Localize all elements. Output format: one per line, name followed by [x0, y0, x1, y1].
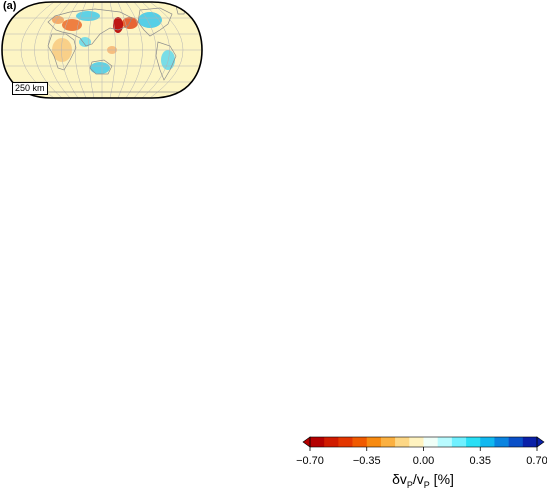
anomaly-south-america — [161, 50, 175, 70]
colorbar-segment — [522, 437, 538, 447]
depth-label: 250 km — [12, 82, 48, 95]
colorbar-title-suffix: [%] — [429, 471, 454, 487]
colorbar-segment — [338, 437, 353, 447]
colorbar-segments — [310, 437, 538, 447]
coast-eurasia — [47, 8, 133, 47]
colorbar — [302, 436, 545, 451]
graticule-meridian — [149, 2, 184, 98]
colorbar-segment — [310, 437, 325, 447]
colorbar-tick-label: 0.00 — [412, 455, 435, 467]
panel-label: (a) — [3, 0, 17, 12]
colorbar-segment — [395, 437, 410, 447]
colorbar-segment — [423, 437, 438, 447]
graticule-meridian — [133, 2, 157, 98]
colorbar-title-sub1: P — [406, 479, 413, 490]
colorbar-segment — [466, 437, 481, 447]
colorbar-title: δvP/vP [%] — [392, 471, 454, 490]
colorbar-tick-label: −0.35 — [352, 455, 381, 467]
graticule-meridian — [47, 2, 71, 98]
graticule-meridian — [61, 2, 79, 98]
colorbar-segment — [324, 437, 339, 447]
colorbar-segment — [352, 437, 368, 447]
coast-north-america — [137, 7, 173, 37]
graticule-meridian — [109, 2, 116, 98]
colorbar-title-sub2: P — [423, 479, 430, 490]
colorbar-title-prefix: δv — [392, 471, 407, 487]
colorbar-right-triangle — [536, 436, 545, 448]
graticule-meridian — [125, 2, 143, 98]
graticule-meridian — [117, 2, 130, 98]
coast-australia — [89, 59, 113, 75]
colorbar-segment — [494, 437, 509, 447]
colorbar-segment — [480, 437, 495, 447]
colorbar-segment — [409, 437, 424, 447]
colorbar-title-mid: /v — [412, 471, 424, 487]
colorbar-segment — [508, 437, 524, 447]
coast-africa — [47, 33, 77, 71]
coast-south-america — [155, 41, 177, 81]
world-map — [1, 1, 203, 99]
colorbar-segment — [366, 437, 382, 447]
graticule-meridian — [34, 2, 63, 98]
colorbar-tick-label: 0.70 — [526, 455, 547, 467]
anomaly-north-america-craton — [138, 12, 162, 28]
colorbar-left-triangle — [302, 436, 311, 448]
anomaly-india — [79, 37, 91, 47]
colorbar-segment — [380, 437, 396, 447]
anomaly-siberia — [76, 11, 100, 21]
map-frame — [1, 1, 203, 99]
graticule-meridian — [88, 2, 95, 98]
graticule-meridian — [141, 2, 170, 98]
colorbar-segment — [451, 437, 467, 447]
colorbar-tick-label: 0.35 — [469, 455, 491, 467]
colorbar-tick-label: −0.70 — [296, 455, 324, 467]
graticule — [2, 2, 202, 98]
colorbar-segment — [437, 437, 453, 447]
anomaly-layer — [52, 11, 175, 74]
colorbar-ticks — [309, 447, 538, 451]
anomaly-australia — [90, 62, 110, 74]
